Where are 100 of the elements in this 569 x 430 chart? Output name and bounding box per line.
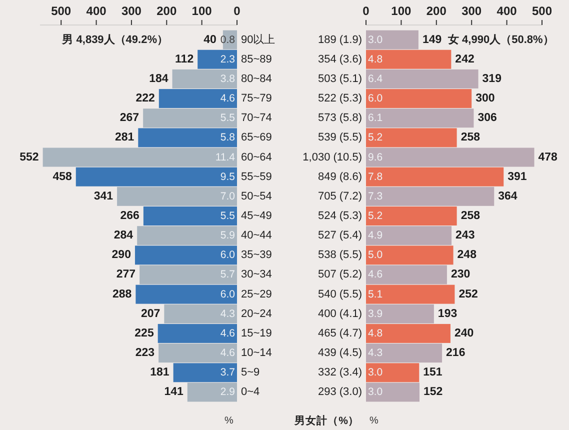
data-label: 288 — [112, 288, 132, 300]
data-label: 281 — [114, 132, 135, 144]
y-tick-label: 90以上 — [241, 32, 276, 46]
y-tick-label: 400 (4.1) — [318, 308, 362, 320]
y-tick-label: 15~19 — [241, 327, 272, 340]
data-label: 267 — [120, 112, 140, 124]
data-label: 248 — [457, 249, 478, 262]
data-label: 223 — [135, 347, 155, 360]
annotation: 5.1 — [368, 288, 383, 300]
y-tick-label: 503 (5.1) — [318, 72, 362, 85]
annotation: 4.6 — [220, 327, 236, 340]
data-label: 364 — [498, 190, 518, 202]
y-tick-label: 540 (5.5) — [318, 288, 362, 300]
data-label: 149 — [422, 34, 442, 46]
y-tick-label: 5~9 — [241, 366, 260, 379]
y-tick-label: 354 (3.6) — [318, 53, 362, 66]
y-tick-label: 189 (1.9) — [318, 34, 362, 46]
x-tick-label: 400 — [86, 4, 107, 18]
data-label: 258 — [460, 132, 481, 144]
y-tick-label: 65~69 — [241, 132, 272, 144]
x-tick-label: 0 — [362, 4, 370, 18]
y-tick-label: 35~39 — [241, 249, 272, 262]
annotation: 9.6 — [368, 151, 383, 164]
y-tick-label: 705 (7.2) — [318, 190, 362, 202]
annotation: 5.7 — [220, 268, 236, 281]
annotation: 6.1 — [368, 112, 383, 124]
y-tick-label: 70~74 — [241, 112, 272, 124]
annotation: 6.0 — [220, 249, 236, 262]
data-label: 300 — [476, 92, 495, 105]
annotation: 3.9 — [368, 308, 383, 320]
annotation: 3.0 — [368, 34, 383, 46]
y-tick-label: 507 (5.2) — [318, 268, 362, 281]
data-label: 266 — [120, 210, 140, 222]
data-label: 207 — [140, 308, 160, 320]
data-label: 391 — [508, 170, 528, 183]
y-tick-label: 60~64 — [241, 151, 272, 164]
annotation: 4.8 — [368, 53, 383, 66]
y-tick-label: 10~14 — [241, 347, 272, 360]
data-label: 141 — [164, 386, 184, 398]
data-label: 225 — [134, 327, 154, 340]
y-tick-label: 849 (8.6) — [318, 170, 362, 183]
data-label: 290 — [112, 249, 131, 262]
annotation: 2.9 — [220, 386, 236, 398]
y-tick-label: 465 (4.7) — [318, 327, 362, 340]
data-label: 284 — [114, 230, 134, 242]
data-label: 552 — [20, 151, 39, 164]
y-tick-label: 25~29 — [241, 288, 272, 300]
annotation: 5.9 — [220, 230, 236, 242]
annotation: 4.6 — [220, 92, 236, 105]
data-label: 458 — [52, 170, 72, 183]
data-label: 222 — [136, 92, 155, 105]
annotation: 11.4 — [215, 151, 236, 164]
x-axis-title: % — [370, 416, 379, 426]
x-tick-label: 100 — [391, 4, 412, 18]
annotation: 4.3 — [368, 347, 383, 360]
y-tick-label: 30~34 — [241, 268, 272, 281]
y-tick-label: 1,030 (10.5) — [302, 151, 362, 164]
data-label: 478 — [538, 151, 558, 164]
annotation: 5.0 — [368, 249, 383, 262]
data-label: 258 — [460, 210, 481, 222]
annotation: 3.0 — [368, 386, 383, 398]
y-axis-title: 男女計（%） — [294, 414, 359, 427]
y-tick-label: 522 (5.3) — [318, 92, 362, 105]
y-tick-label: 40~44 — [241, 230, 272, 242]
annotation: 3.7 — [220, 366, 236, 379]
annotation: 4.3 — [220, 308, 236, 320]
y-tick-label: 80~84 — [241, 72, 272, 85]
data-label: 242 — [455, 53, 474, 66]
y-tick-label: 85~89 — [241, 53, 272, 66]
data-label: 193 — [438, 308, 458, 320]
annotation: 3.0 — [368, 366, 383, 379]
y-tick-label: 45~49 — [241, 210, 272, 222]
data-label: 184 — [149, 72, 169, 85]
annotation: 6.4 — [368, 72, 383, 85]
annotation: 5.8 — [220, 132, 236, 144]
x-tick-label: 200 — [426, 4, 447, 18]
y-tick-label: 524 (5.3) — [318, 210, 362, 222]
x-tick-label: 0 — [234, 4, 241, 18]
data-label: 216 — [446, 347, 466, 360]
annotation: 4.6 — [368, 268, 383, 281]
annotation: 4.6 — [220, 347, 236, 360]
annotation: 7.3 — [368, 190, 383, 202]
annotation: 9.5 — [220, 170, 236, 183]
data-label: 151 — [423, 366, 443, 379]
y-tick-label: 50~54 — [241, 190, 272, 202]
x-tick-label: 300 — [121, 4, 142, 18]
data-label: 252 — [458, 288, 478, 300]
y-tick-label: 55~59 — [241, 170, 272, 183]
annotation: 4.9 — [368, 230, 383, 242]
x-axis-title: % — [224, 416, 234, 426]
y-tick-label: 538 (5.5) — [318, 249, 362, 262]
x-tick-label: 400 — [496, 4, 518, 18]
data-label: 40 — [204, 34, 216, 46]
annotation: 5.2 — [368, 132, 383, 144]
y-tick-label: 20~24 — [241, 308, 272, 320]
chart-title: 男 4,839人（49.2%） — [61, 34, 168, 46]
data-label: 243 — [456, 230, 475, 242]
annotation: 7.0 — [220, 190, 236, 202]
x-tick-label: 200 — [156, 4, 177, 18]
y-tick-label: 332 (3.4) — [318, 366, 362, 379]
